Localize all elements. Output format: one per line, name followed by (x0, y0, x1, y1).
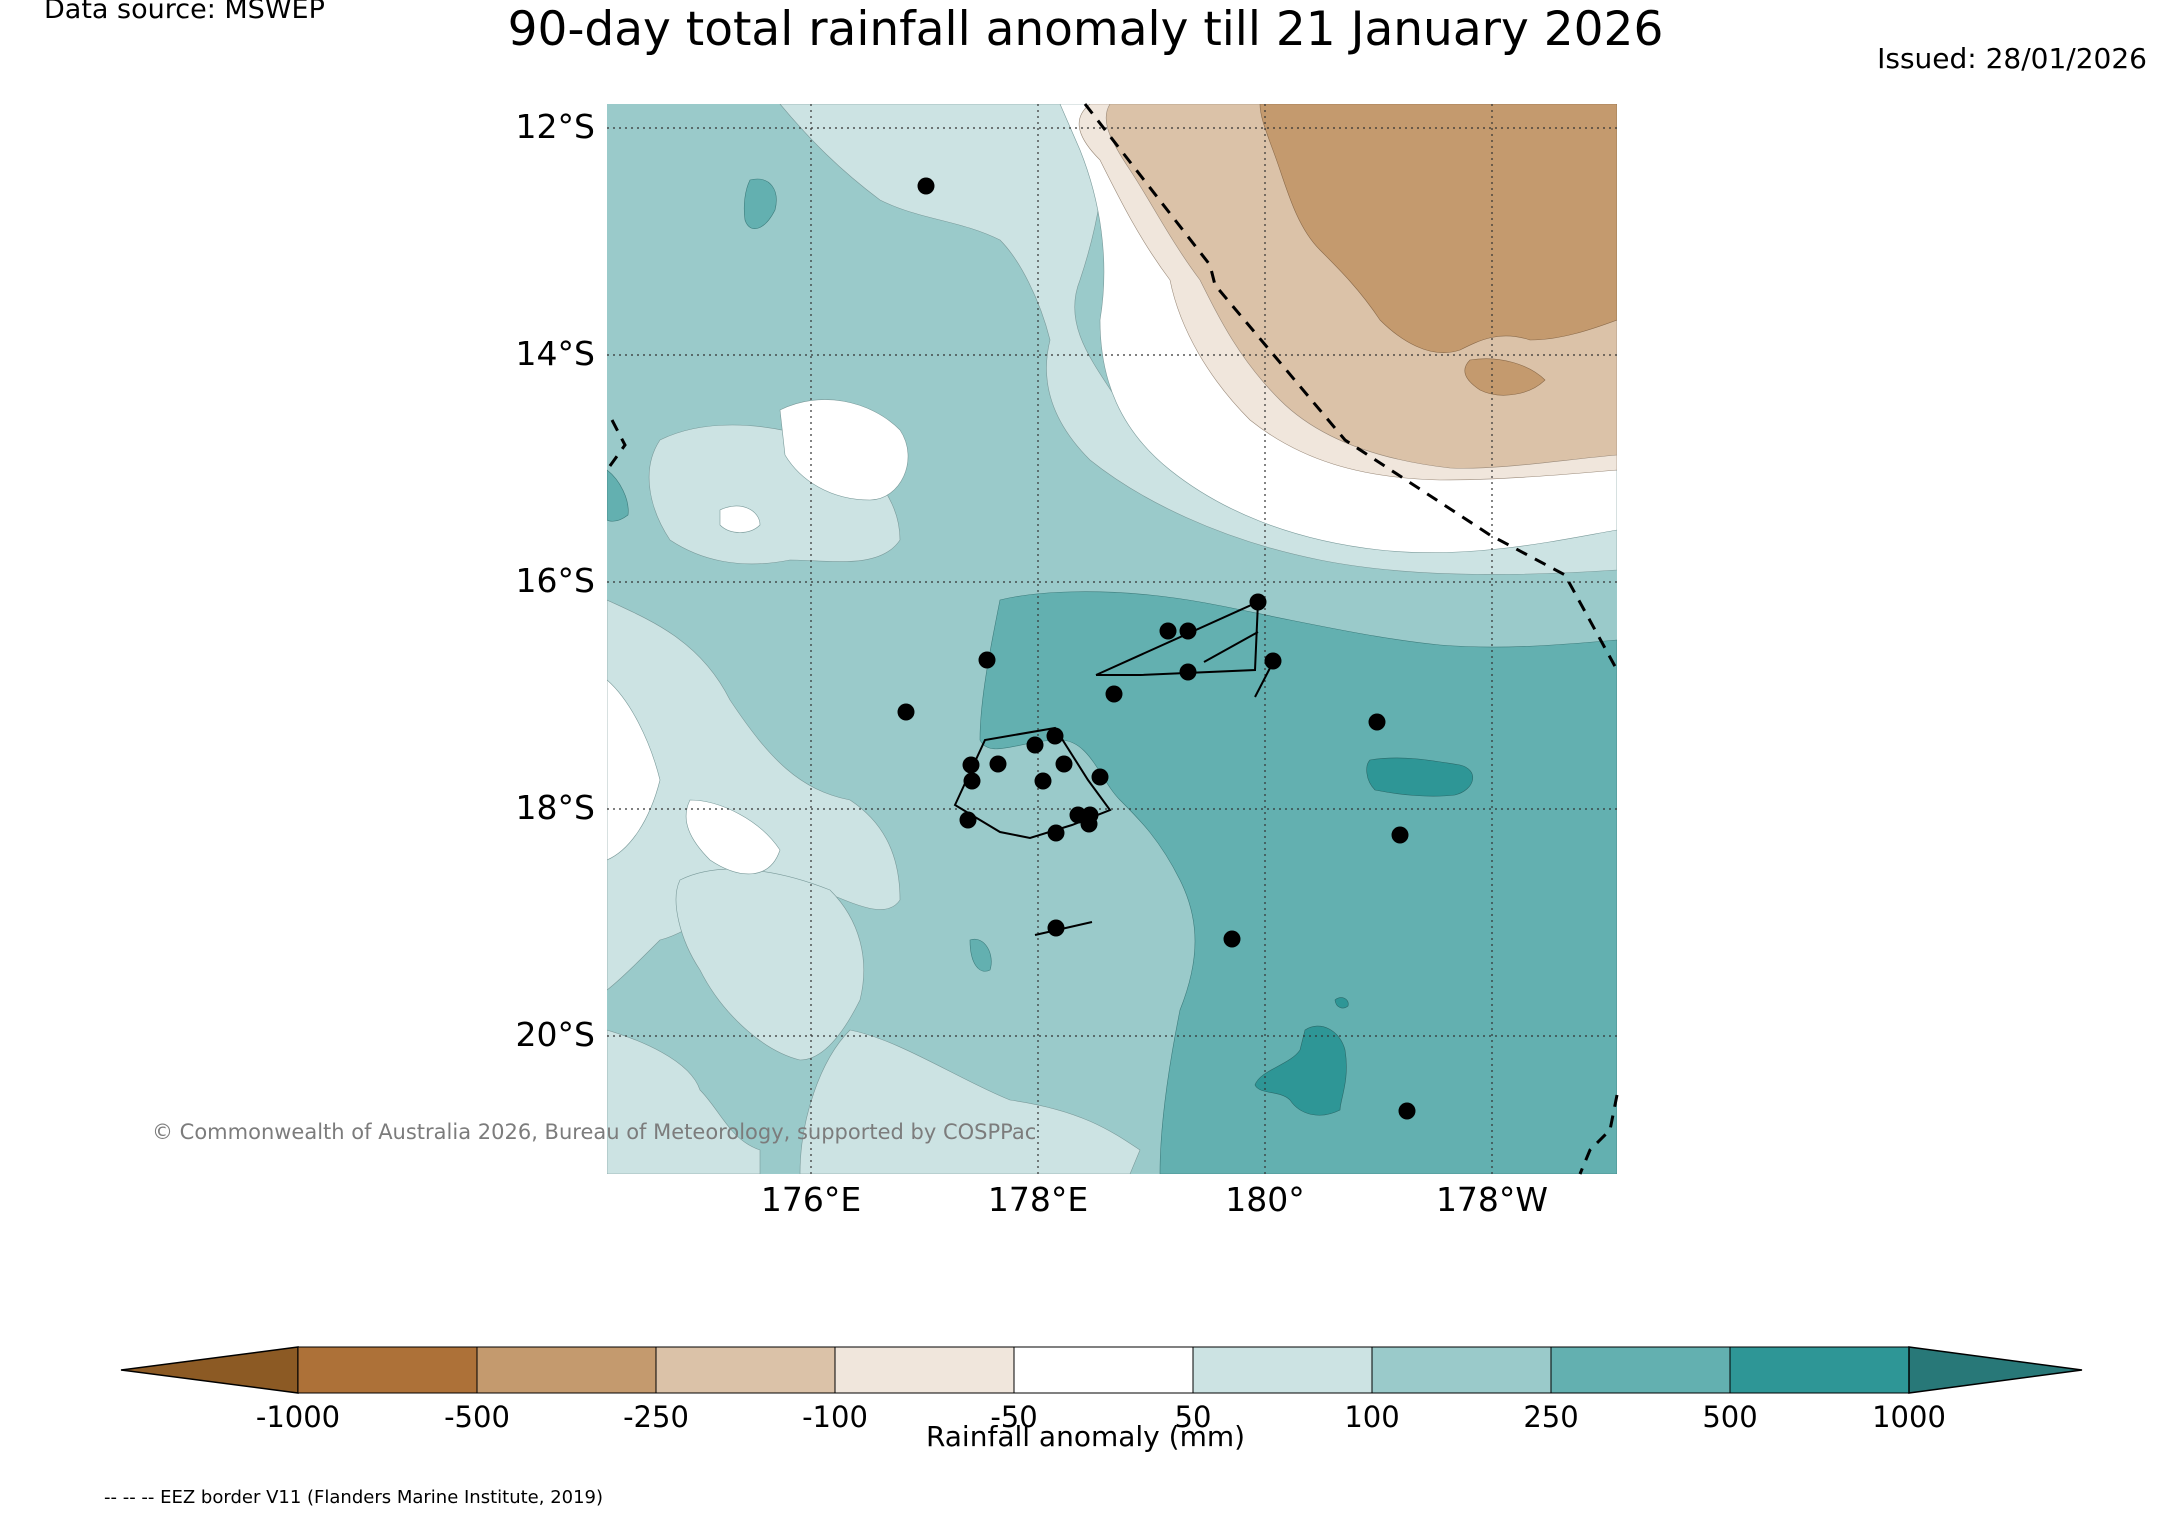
map-title: 90-day total rainfall anomaly till 21 Ja… (507, 2, 1664, 57)
colorbar-tick-label: -250 (623, 1400, 689, 1434)
field-light-south2 (799, 1029, 1141, 1174)
colorbar-tick-label: 50 (1175, 1400, 1212, 1434)
field-positive-250 (979, 591, 1617, 1174)
vanua-levu-outline (1095, 600, 1260, 676)
lat-label-14s: 14°S (516, 334, 595, 373)
colorbar-label: Rainfall anomaly (mm) (925, 1420, 1246, 1453)
station-dot (1398, 1102, 1416, 1120)
taveuni-outline (1254, 667, 1271, 698)
lon-label-178w: 178°W (1436, 1180, 1548, 1219)
field-positive-250-patch (607, 469, 629, 522)
station-dot (1080, 815, 1098, 833)
field-white-sw (607, 679, 661, 861)
field-light-south (675, 868, 865, 1061)
station-dot (1249, 593, 1267, 611)
colorbar-tick-label: 100 (1344, 1400, 1399, 1434)
colorbar-bin-5 (1013, 1346, 1194, 1394)
vanua-levu-inner (1203, 631, 1259, 663)
station-dot (1368, 713, 1386, 731)
lon-label-178e: 178°E (988, 1180, 1088, 1219)
station-dot (1091, 768, 1109, 786)
copyright-notice: © Commonwealth of Australia 2026, Bureau… (152, 1120, 1037, 1144)
colorbar-bin-9 (1729, 1346, 1910, 1394)
colorbar-tick-label: 250 (1523, 1400, 1578, 1434)
field-positive-250-north (743, 178, 777, 229)
island-outlines (953, 600, 1271, 936)
lon-labels: 176°E 178°E 180° 178°W (761, 1180, 1548, 1219)
station-dot (917, 177, 935, 195)
colorbar-bin-4 (834, 1346, 1015, 1394)
colorbar-extend-low (120, 1346, 299, 1394)
graticule (607, 104, 1617, 1174)
field-positive-500-a (1366, 757, 1473, 797)
station-dot (963, 772, 981, 790)
lat-labels: 12°S 14°S 16°S 18°S 20°S (516, 107, 595, 1054)
station-dot (897, 703, 915, 721)
field-positive-500-c (1334, 997, 1349, 1009)
eez-border (605, 103, 1619, 1175)
station-dot (1264, 652, 1282, 670)
eez-legend-note: -- -- -- EEZ border V11 (Flanders Marine… (104, 1487, 604, 1508)
colorbar (120, 1346, 2083, 1394)
station-dot (959, 811, 977, 829)
colorbar-tick-label: -50 (990, 1400, 1037, 1434)
field-white-islet2 (719, 505, 761, 533)
colorbar-bin-7 (1371, 1346, 1552, 1394)
field-light-north (779, 104, 1617, 575)
issued-date: Issued: 28/01/2026 (1877, 42, 2147, 75)
station-dot (1047, 919, 1065, 937)
station-dot (1179, 622, 1197, 640)
station-dot (1055, 755, 1073, 773)
station-dot (1105, 685, 1123, 703)
station-dot (989, 755, 1007, 773)
lat-label-12s: 12°S (516, 107, 595, 146)
colorbar-tick-label: 1000 (1872, 1400, 1946, 1434)
station-markers (897, 177, 1416, 1120)
lat-label-16s: 16°S (516, 561, 595, 600)
field-white-islet1 (779, 399, 909, 501)
station-dot (962, 756, 980, 774)
eez-border-southeast (1578, 1094, 1619, 1175)
station-dot (1223, 930, 1241, 948)
viti-levu-outline (953, 726, 1112, 840)
station-dot (978, 651, 996, 669)
station-dot (1179, 663, 1197, 681)
station-dot (1159, 622, 1177, 640)
colorbar-bin-3 (655, 1346, 836, 1394)
field-negative-500 (1259, 104, 1617, 353)
lon-label-176e: 176°E (761, 1180, 861, 1219)
field-negative-500-islet (1464, 358, 1546, 396)
colorbar-extend-high (1908, 1346, 2083, 1394)
station-dot (1046, 727, 1064, 745)
field-light-southwest (607, 1029, 761, 1174)
lat-label-20s: 20°S (516, 1015, 595, 1054)
station-dot (1391, 826, 1409, 844)
field-positive-500-b (1254, 1025, 1347, 1116)
colorbar-tick-label: -1000 (256, 1400, 340, 1434)
colorbar-tick-label: 500 (1702, 1400, 1757, 1434)
colorbar-tick-labels: -1000 -500 -250 -100 -50 50 100 250 500 … (256, 1400, 1946, 1434)
colorbar-bin-1 (297, 1346, 478, 1394)
field-positive-250-south (969, 938, 992, 972)
lon-label-180: 180° (1225, 1180, 1305, 1219)
colorbar-tick-label: -500 (444, 1400, 510, 1434)
station-dot (1034, 772, 1052, 790)
station-dot (1047, 824, 1065, 842)
eez-border-west (605, 419, 627, 471)
colorbar-bin-8 (1550, 1346, 1731, 1394)
colorbar-bin-6 (1192, 1346, 1373, 1394)
colorbar-bin-2 (476, 1346, 657, 1394)
station-dot (1026, 736, 1044, 754)
eez-border-east (1083, 103, 1619, 671)
data-source-label: Data source: MSWEP (44, 0, 325, 25)
colorbar-tick-label: -100 (802, 1400, 868, 1434)
rainfall-anomaly-field (607, 104, 1617, 1174)
lat-label-18s: 18°S (516, 788, 595, 827)
field-white-w2 (685, 799, 781, 875)
